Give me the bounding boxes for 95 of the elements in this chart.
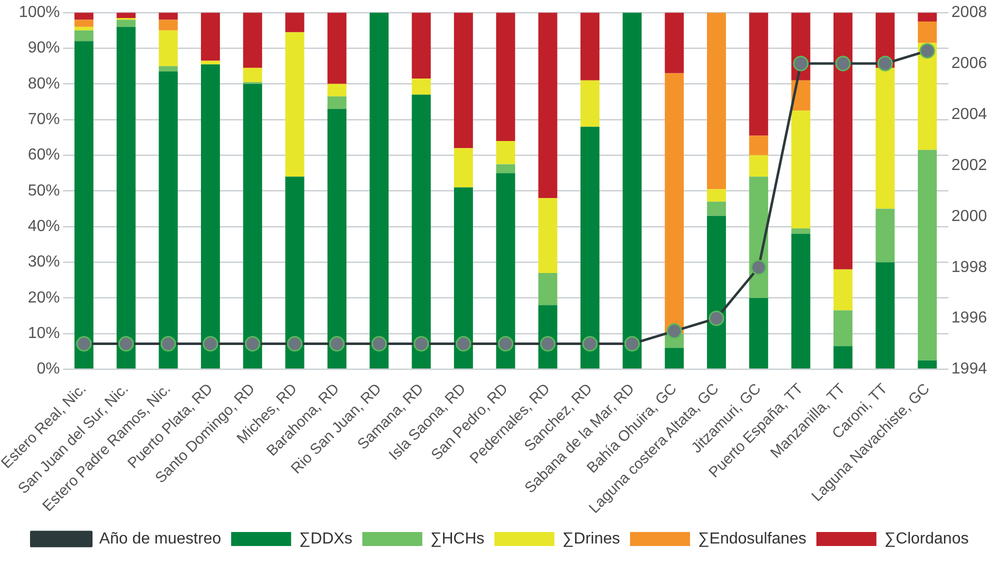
bar	[706, 189, 726, 202]
bar	[791, 110, 810, 228]
legend-label: Año de muestreo	[99, 530, 222, 548]
bar	[116, 20, 136, 27]
bar	[158, 71, 178, 369]
y-tick-label: 90%	[28, 40, 60, 57]
bar	[243, 84, 262, 369]
bar	[370, 12, 389, 369]
y2-tick-label: 2008	[951, 4, 988, 22]
bar	[412, 94, 431, 369]
bar	[664, 12, 684, 74]
bar	[833, 346, 852, 369]
bar	[285, 12, 304, 32]
bar	[74, 20, 94, 27]
bar	[791, 228, 810, 234]
y-tick-label: 70%	[28, 111, 60, 128]
bar	[749, 12, 768, 136]
y-tick-label: 40%	[28, 218, 60, 236]
bar	[158, 30, 178, 66]
y-tick-label: 30%	[28, 254, 60, 271]
bar	[918, 150, 937, 360]
bar	[285, 32, 304, 177]
y2-tick-label: 2002	[951, 156, 988, 174]
bar	[622, 12, 642, 369]
bar	[833, 269, 852, 310]
bar	[327, 84, 346, 96]
bar	[116, 26, 136, 369]
bar	[833, 12, 852, 270]
y-tick-label: 80%	[28, 75, 60, 92]
bar	[74, 26, 94, 30]
bar	[664, 348, 684, 369]
bar	[496, 12, 516, 142]
bar	[74, 12, 94, 20]
bar	[285, 176, 304, 369]
bar	[74, 41, 94, 369]
bar	[158, 20, 178, 30]
bar	[538, 198, 558, 273]
y-tick-label: 10%	[28, 325, 60, 342]
bar	[412, 78, 431, 95]
y2-tick-label: 1998	[951, 258, 988, 276]
bar	[116, 12, 136, 18]
bar	[749, 298, 768, 369]
bar	[538, 12, 558, 198]
bar	[580, 12, 600, 80]
y-tick-label: 100%	[18, 4, 60, 22]
bar	[496, 141, 516, 164]
bar	[918, 360, 937, 369]
bar	[706, 216, 726, 369]
bar	[876, 68, 895, 209]
bar	[454, 187, 473, 369]
legend-label: ∑HCHs	[430, 530, 484, 548]
y-tick-label: 20%	[28, 289, 60, 306]
bar	[918, 42, 937, 150]
bar	[876, 208, 895, 262]
y-tick-label: 50%	[28, 182, 60, 200]
bar	[538, 272, 558, 306]
bar	[664, 73, 684, 334]
bar	[200, 60, 220, 64]
bar	[496, 164, 516, 174]
y2-tick-label: 2004	[951, 106, 988, 123]
bar	[706, 202, 726, 216]
bar	[412, 12, 431, 79]
bar	[243, 12, 262, 68]
bar	[876, 262, 895, 369]
bar	[454, 148, 473, 188]
bar	[327, 108, 346, 369]
bar	[454, 12, 473, 148]
y2-tick-label: 2000	[951, 208, 988, 225]
bar	[200, 64, 220, 369]
legend-label: ∑Drines	[562, 530, 620, 548]
bar	[580, 126, 600, 369]
y2-tick-label: 1996	[951, 310, 988, 327]
y2-tick-label: 1994	[951, 360, 988, 378]
bar	[243, 68, 262, 82]
y-tick-label: 60%	[28, 146, 60, 164]
bar	[496, 173, 516, 369]
bar	[749, 136, 768, 156]
bar	[158, 66, 178, 72]
legend-label: ∑Clordanos	[884, 530, 969, 548]
legend-label: ∑DDXs	[299, 530, 352, 548]
bar	[327, 96, 346, 109]
bar	[918, 22, 937, 43]
bar	[158, 12, 178, 20]
bar	[749, 155, 768, 177]
bar	[706, 12, 726, 190]
y-tick-label: 0%	[36, 360, 60, 378]
bar	[918, 12, 937, 22]
bar	[200, 12, 220, 61]
bar	[74, 30, 94, 42]
bar	[327, 12, 346, 84]
bar	[580, 80, 600, 127]
y2-tick-label: 2006	[951, 54, 988, 72]
bar	[833, 310, 852, 346]
bar	[791, 234, 810, 369]
legend-label: ∑Endosulfanes	[698, 530, 806, 548]
